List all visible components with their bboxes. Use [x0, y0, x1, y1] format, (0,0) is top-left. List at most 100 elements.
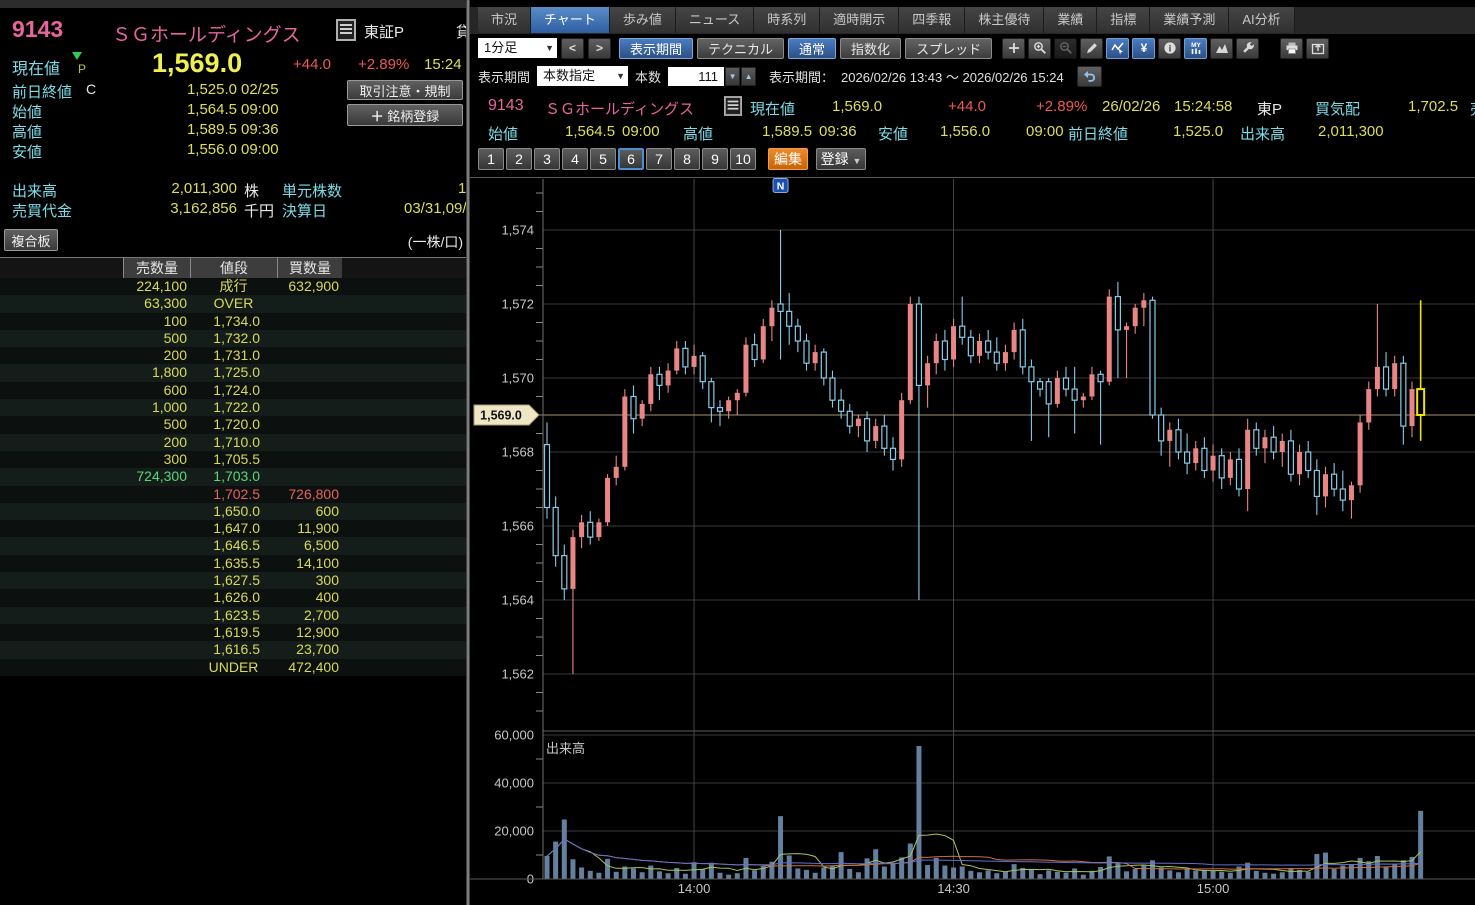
display-period-button[interactable]: 表示期間: [619, 37, 694, 59]
count-down-button[interactable]: ▼: [725, 66, 741, 86]
indexed-button[interactable]: 指数化: [840, 37, 902, 59]
buy-qty-cell: 600: [315, 502, 339, 519]
order-book-row[interactable]: 500 1,732.0: [0, 329, 466, 348]
chart-preset-8[interactable]: 8: [674, 148, 700, 170]
add-watchlist-button[interactable]: ＋ 銘柄登録: [347, 104, 463, 126]
tab-forecast[interactable]: 業績予測: [1150, 7, 1230, 33]
chart-preset-5[interactable]: 5: [590, 148, 616, 170]
order-book-row[interactable]: 1,000 1,722.0: [0, 399, 466, 417]
bar-count-input[interactable]: 111: [668, 66, 725, 86]
turnover-value: 3,162,856: [170, 200, 237, 217]
plus-icon: [1008, 43, 1019, 53]
normal-button[interactable]: 通常: [788, 37, 837, 59]
order-book-row[interactable]: 600 1,724.0: [0, 381, 466, 400]
order-book-row[interactable]: 200 1,731.0: [0, 347, 466, 365]
ohlc-row-time: 09:36: [241, 121, 279, 138]
order-book-row[interactable]: 200 1,710.0: [0, 433, 466, 451]
spread-button[interactable]: スプレッド: [905, 37, 993, 59]
tab-disclosure[interactable]: 適時開示: [820, 7, 900, 33]
period-mode-select[interactable]: 本数指定 ▼: [537, 66, 629, 86]
edit-button[interactable]: 編集: [768, 148, 808, 170]
order-book-row[interactable]: UNDER 472,400: [0, 658, 466, 676]
export-icon: [1311, 43, 1324, 55]
chart-preset-9[interactable]: 9: [702, 148, 728, 170]
tab-market[interactable]: 市況: [478, 7, 532, 33]
zoom-out-button[interactable]: [1054, 37, 1078, 59]
order-book-row[interactable]: 500 1,720.0: [0, 416, 466, 434]
tab-chart[interactable]: チャート: [531, 7, 610, 33]
trade-caution-button[interactable]: 取引注意・規制: [347, 80, 463, 100]
export-button[interactable]: [1306, 37, 1330, 59]
order-book-row[interactable]: 63,300 OVER: [0, 295, 466, 313]
next-period-button[interactable]: >: [588, 37, 611, 59]
chart-preset-1[interactable]: 1: [478, 148, 504, 170]
tab-news[interactable]: ニュース: [675, 7, 755, 33]
order-book-row[interactable]: 1,627.5 300: [0, 572, 466, 590]
order-book-row[interactable]: 1,619.5 12,900: [0, 623, 466, 642]
chart-preset-6[interactable]: 6: [618, 148, 644, 170]
reset-period-button[interactable]: [1076, 65, 1102, 87]
tab-indicators[interactable]: 指標: [1097, 7, 1151, 33]
stock-code: 9143: [488, 97, 524, 114]
register-dropdown[interactable]: 登録 ▼: [816, 148, 866, 170]
order-book-row[interactable]: 300 1,705.5: [0, 450, 466, 469]
tab-ticks[interactable]: 歩み値: [609, 7, 676, 33]
row-spacer: [0, 503, 123, 520]
tab-earnings[interactable]: 業績: [1044, 7, 1098, 33]
order-book-row[interactable]: 100 1,734.0: [0, 312, 466, 330]
board-list-icon[interactable]: [336, 19, 356, 41]
buy-qty-cell: [277, 468, 342, 485]
price-cell: 1,732.0: [213, 329, 260, 346]
chart-preset-4[interactable]: 4: [562, 148, 588, 170]
zoom-out-icon: [1059, 42, 1072, 54]
mountain-button[interactable]: [1210, 37, 1234, 59]
settlement-label: 決算日: [282, 203, 328, 220]
my-indicator-button[interactable]: MY: [1184, 37, 1208, 59]
order-book-row[interactable]: 1,635.5 14,100: [0, 554, 466, 573]
order-book-row[interactable]: 1,626.0 400: [0, 589, 466, 607]
price-cell: 成行: [219, 278, 248, 294]
composite-board-button[interactable]: 複合板: [4, 229, 58, 251]
interval-select[interactable]: 1分足 ▼: [478, 38, 557, 58]
order-book-row[interactable]: 1,646.5 6,500: [0, 537, 466, 555]
tab-shikiho[interactable]: 四季報: [899, 7, 966, 33]
order-book-row[interactable]: 1,623.5 2,700: [0, 606, 466, 624]
buy-qty-cell: 6,500: [303, 537, 339, 554]
chart-preset-2[interactable]: 2: [506, 148, 532, 170]
board-list-icon[interactable]: [724, 96, 742, 116]
technical-button[interactable]: テクニカル: [697, 37, 785, 59]
yen-button[interactable]: ¥: [1132, 37, 1156, 59]
tab-ai-analysis[interactable]: AI分析: [1229, 7, 1295, 33]
sell-qty-cell: 500: [163, 416, 187, 433]
settlement-value: 03/31,09/: [404, 200, 466, 217]
svg-text:15:00: 15:00: [1197, 881, 1230, 896]
order-book-row[interactable]: 224,100 成行 632,900: [0, 278, 466, 296]
info-button[interactable]: i: [1158, 37, 1182, 59]
price-chart[interactable]: 1,574 1,572 1,570 1,568 1,566 1,564 1,562 60,00…: [470, 177, 1475, 905]
trend-button[interactable]: [1106, 37, 1130, 59]
order-book-row[interactable]: 1,800 1,725.0: [0, 364, 466, 382]
draw-button[interactable]: [1080, 37, 1104, 59]
zoom-in-button[interactable]: [1028, 37, 1052, 59]
prev-period-button[interactable]: <: [561, 37, 584, 59]
price-cell: OVER: [213, 295, 254, 312]
row-spacer: [0, 572, 123, 589]
order-book-row[interactable]: 1,616.5 23,700: [0, 641, 466, 659]
order-book-row[interactable]: 1,702.5 726,800: [0, 485, 466, 503]
print-button[interactable]: [1280, 37, 1304, 59]
price-cell: 1,731.0: [213, 347, 260, 364]
add-button[interactable]: [1002, 37, 1026, 59]
tab-time-series[interactable]: 時系列: [754, 7, 821, 33]
order-book-row[interactable]: 1,647.0 11,900: [0, 520, 466, 538]
order-book-row[interactable]: 724,300 1,703.0: [0, 468, 466, 486]
tab-benefits[interactable]: 株主優待: [965, 7, 1045, 33]
settings-button[interactable]: [1236, 37, 1260, 59]
count-up-button[interactable]: ▲: [741, 66, 757, 86]
order-book-row[interactable]: 1,650.0 600: [0, 502, 466, 521]
price-phase-flag: P: [78, 62, 87, 76]
quote-time: 15:24: [424, 56, 462, 73]
chart-preset-10[interactable]: 10: [730, 148, 756, 170]
chart-preset-7[interactable]: 7: [646, 148, 672, 170]
panel-divider[interactable]: [466, 0, 470, 905]
chart-preset-3[interactable]: 3: [534, 148, 560, 170]
